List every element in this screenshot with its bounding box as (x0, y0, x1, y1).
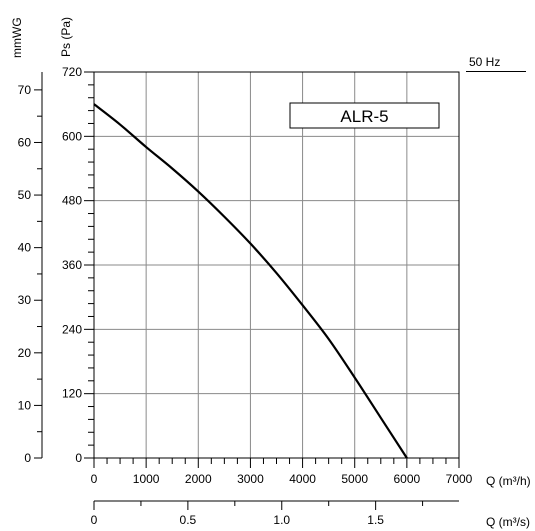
mmwg-tick-label: 50 (18, 188, 32, 202)
ticks (34, 71, 460, 510)
x2-tick-label: 0 (91, 513, 98, 527)
flow-m3s-axis-title: Q (m³/s) (486, 515, 530, 529)
x-tick-label: 0 (91, 472, 98, 486)
curve-layer (93, 103, 408, 459)
mmwg-tick-label: 40 (18, 241, 32, 255)
performance-curve (93, 103, 408, 459)
x-tick-label: 1000 (133, 472, 160, 486)
tick-labels: 0 1000 2000 3000 4000 5000 6000 700001202403604… (18, 65, 473, 527)
x2-tick-label: 1.5 (367, 513, 384, 527)
x-tick-label: 3000 (237, 472, 264, 486)
mmwg-axis-title: mmWG (10, 17, 24, 58)
x-tick-label: 5000 (341, 472, 368, 486)
model-label-box (289, 102, 440, 129)
y-tick-label: 720 (62, 65, 82, 79)
y-tick-label: 240 (62, 322, 82, 336)
x2-tick-label: 0.5 (180, 513, 197, 527)
x-tick-label: 6000 (394, 472, 421, 486)
mmwg-tick-label: 10 (18, 398, 32, 412)
x2-tick-label: 1.0 (273, 513, 290, 527)
mmwg-tick-label: 60 (18, 135, 32, 149)
mmwg-tick-label: 30 (18, 293, 32, 307)
mmwg-tick-label: 0 (24, 451, 31, 465)
y-tick-label: 480 (62, 194, 82, 208)
y-tick-label: 600 (62, 129, 82, 143)
flow-m3h-axis-title: Q (m³/h) (486, 474, 531, 488)
y-tick-label: 360 (62, 258, 82, 272)
mmwg-tick-label: 70 (18, 83, 32, 97)
model-label: ALR-5 (340, 107, 388, 126)
x-tick-label: 2000 (185, 472, 212, 486)
pressure-axis-title: Ps (Pa) (59, 17, 73, 57)
mmwg-tick-label: 20 (18, 346, 32, 360)
x-tick-label: 7000 (446, 472, 473, 486)
y-tick-label: 120 (62, 387, 82, 401)
x-tick-label: 4000 (289, 472, 316, 486)
grid (94, 72, 459, 458)
frequency-label: 50 Hz (469, 55, 500, 69)
y-tick-label: 0 (75, 451, 82, 465)
